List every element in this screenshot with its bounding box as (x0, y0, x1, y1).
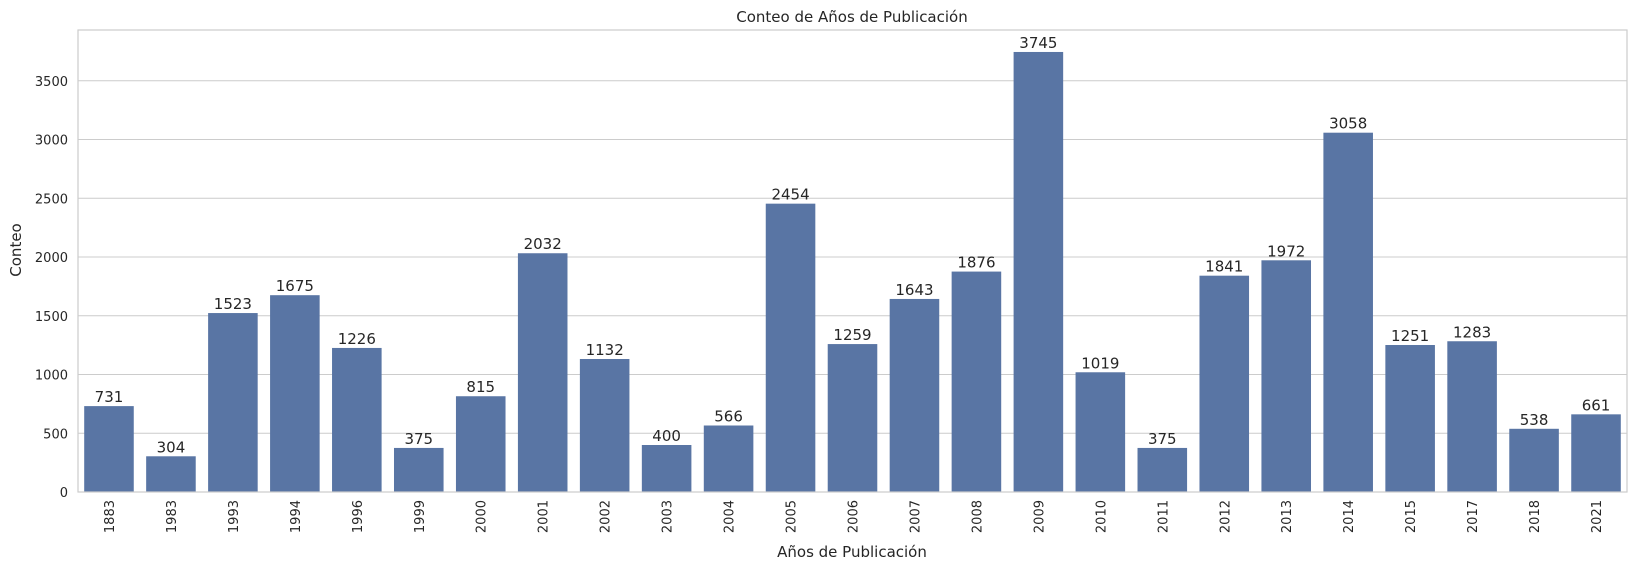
bar-2014 (1323, 132, 1373, 492)
x-tick-label: 2018 (1528, 500, 1543, 533)
x-tick-label: 2015 (1404, 500, 1419, 533)
x-tick-label: 2003 (661, 500, 676, 533)
x-tick-label: 1983 (165, 500, 180, 533)
bar-value-label: 731 (95, 388, 124, 406)
bar-value-label: 1283 (1453, 323, 1491, 341)
bar-2000 (455, 396, 506, 492)
bar-2021 (1571, 414, 1621, 492)
bar-value-label: 3745 (1019, 34, 1057, 52)
bar-2008 (951, 271, 1002, 492)
bar-1883 (84, 406, 134, 492)
y-tick-label: 0 (60, 486, 68, 501)
bar-value-label: 3058 (1329, 115, 1367, 133)
x-tick-label: 2000 (475, 500, 490, 533)
x-tick-label: 2011 (1156, 500, 1171, 533)
bar-2015 (1385, 345, 1435, 492)
bar-2003 (641, 445, 692, 492)
bar-2013 (1261, 260, 1312, 492)
x-tick-label: 2009 (1032, 500, 1047, 533)
x-tick-label: 1999 (413, 500, 428, 533)
y-tick-label: 3500 (35, 75, 68, 90)
plot-frame (77, 29, 1628, 493)
x-tick-label: 2004 (723, 500, 738, 533)
bar-2006 (827, 344, 878, 492)
x-axis-title: Años de Publicación (777, 543, 927, 561)
x-tick-label: 1996 (351, 500, 366, 533)
bar-2007 (889, 298, 940, 492)
bar-1993 (208, 313, 258, 492)
bar-2017 (1447, 341, 1497, 492)
x-tick-label: 2005 (785, 500, 800, 533)
bar-value-label: 538 (1520, 411, 1549, 429)
bar-value-label: 661 (1582, 396, 1611, 414)
bar-1996 (332, 347, 382, 492)
bar-2001 (517, 253, 568, 492)
y-tick-label: 1500 (35, 310, 68, 325)
bar-value-label: 1841 (1205, 258, 1243, 276)
y-tick-label: 2500 (35, 192, 68, 207)
x-tick-labels: 1883 1983 1993 1994 1996 1999 2000 2001 2002 2003… (103, 500, 1605, 533)
bar-value-label: 2454 (771, 186, 809, 204)
bar-value-label: 1876 (957, 254, 995, 272)
x-tick-label: 2008 (970, 500, 985, 533)
x-tick-label: 2012 (1218, 500, 1233, 533)
bar-2004 (703, 425, 754, 492)
bar-1983 (146, 456, 196, 492)
x-tick-label: 1883 (103, 500, 118, 533)
bar-1994 (270, 295, 320, 492)
y-tick-label: 500 (43, 427, 68, 442)
bar-value-label: 1019 (1081, 354, 1119, 372)
x-tick-label: 1994 (289, 500, 304, 533)
bars (84, 51, 1621, 493)
y-tick-labels: 0 500 1000 1500 2000 2500 3000 3500 (35, 75, 68, 501)
bar-value-label: 1675 (276, 277, 314, 295)
bar-value-label: 1251 (1391, 327, 1429, 345)
x-tick-label: 2001 (537, 500, 552, 533)
y-axis-title: Conteo (7, 223, 25, 276)
bar-value-label: 1259 (833, 326, 871, 344)
bar-value-label: 2032 (524, 235, 562, 253)
bar-2005 (765, 203, 816, 492)
bar-2018 (1509, 428, 1559, 492)
y-tick-label: 3000 (35, 134, 68, 149)
bar-value-label: 400 (652, 427, 681, 445)
x-tick-label: 2021 (1590, 500, 1605, 533)
x-tick-label: 2002 (599, 500, 614, 533)
bar-value-label: 1972 (1267, 242, 1305, 260)
x-tick-label: 2013 (1280, 500, 1295, 533)
bar-value-label: 1132 (586, 341, 624, 359)
bar-1999 (393, 447, 444, 492)
y-tick-label: 1000 (35, 369, 68, 384)
bar-value-labels: 731 304 1523 1675 1226 375 815 2032 1132 400 566 24… (95, 34, 1611, 456)
chart-title: Conteo de Años de Publicación (736, 8, 967, 26)
bar-value-label: 1523 (214, 295, 252, 313)
x-tick-label: 2014 (1342, 500, 1357, 533)
x-tick-label: 2017 (1466, 500, 1481, 533)
y-tick-label: 2000 (35, 251, 68, 266)
bar-2010 (1075, 372, 1126, 492)
x-tick-label: 2010 (1094, 500, 1109, 533)
bar-2009 (1013, 51, 1064, 493)
x-tick-label: 2007 (908, 500, 923, 533)
bar-2011 (1137, 447, 1188, 492)
bar-value-label: 815 (466, 378, 495, 396)
bar-2002 (579, 358, 630, 492)
bar-value-label: 375 (404, 430, 433, 448)
bar-value-label: 1643 (895, 281, 933, 299)
bar-2012 (1199, 275, 1250, 492)
bar-value-label: 375 (1148, 430, 1177, 448)
bar-value-label: 566 (714, 407, 743, 425)
x-tick-label: 1993 (227, 500, 242, 533)
bar-value-label: 304 (157, 438, 186, 456)
x-tick-label: 2006 (847, 500, 862, 533)
bar-value-label: 1226 (338, 330, 376, 348)
